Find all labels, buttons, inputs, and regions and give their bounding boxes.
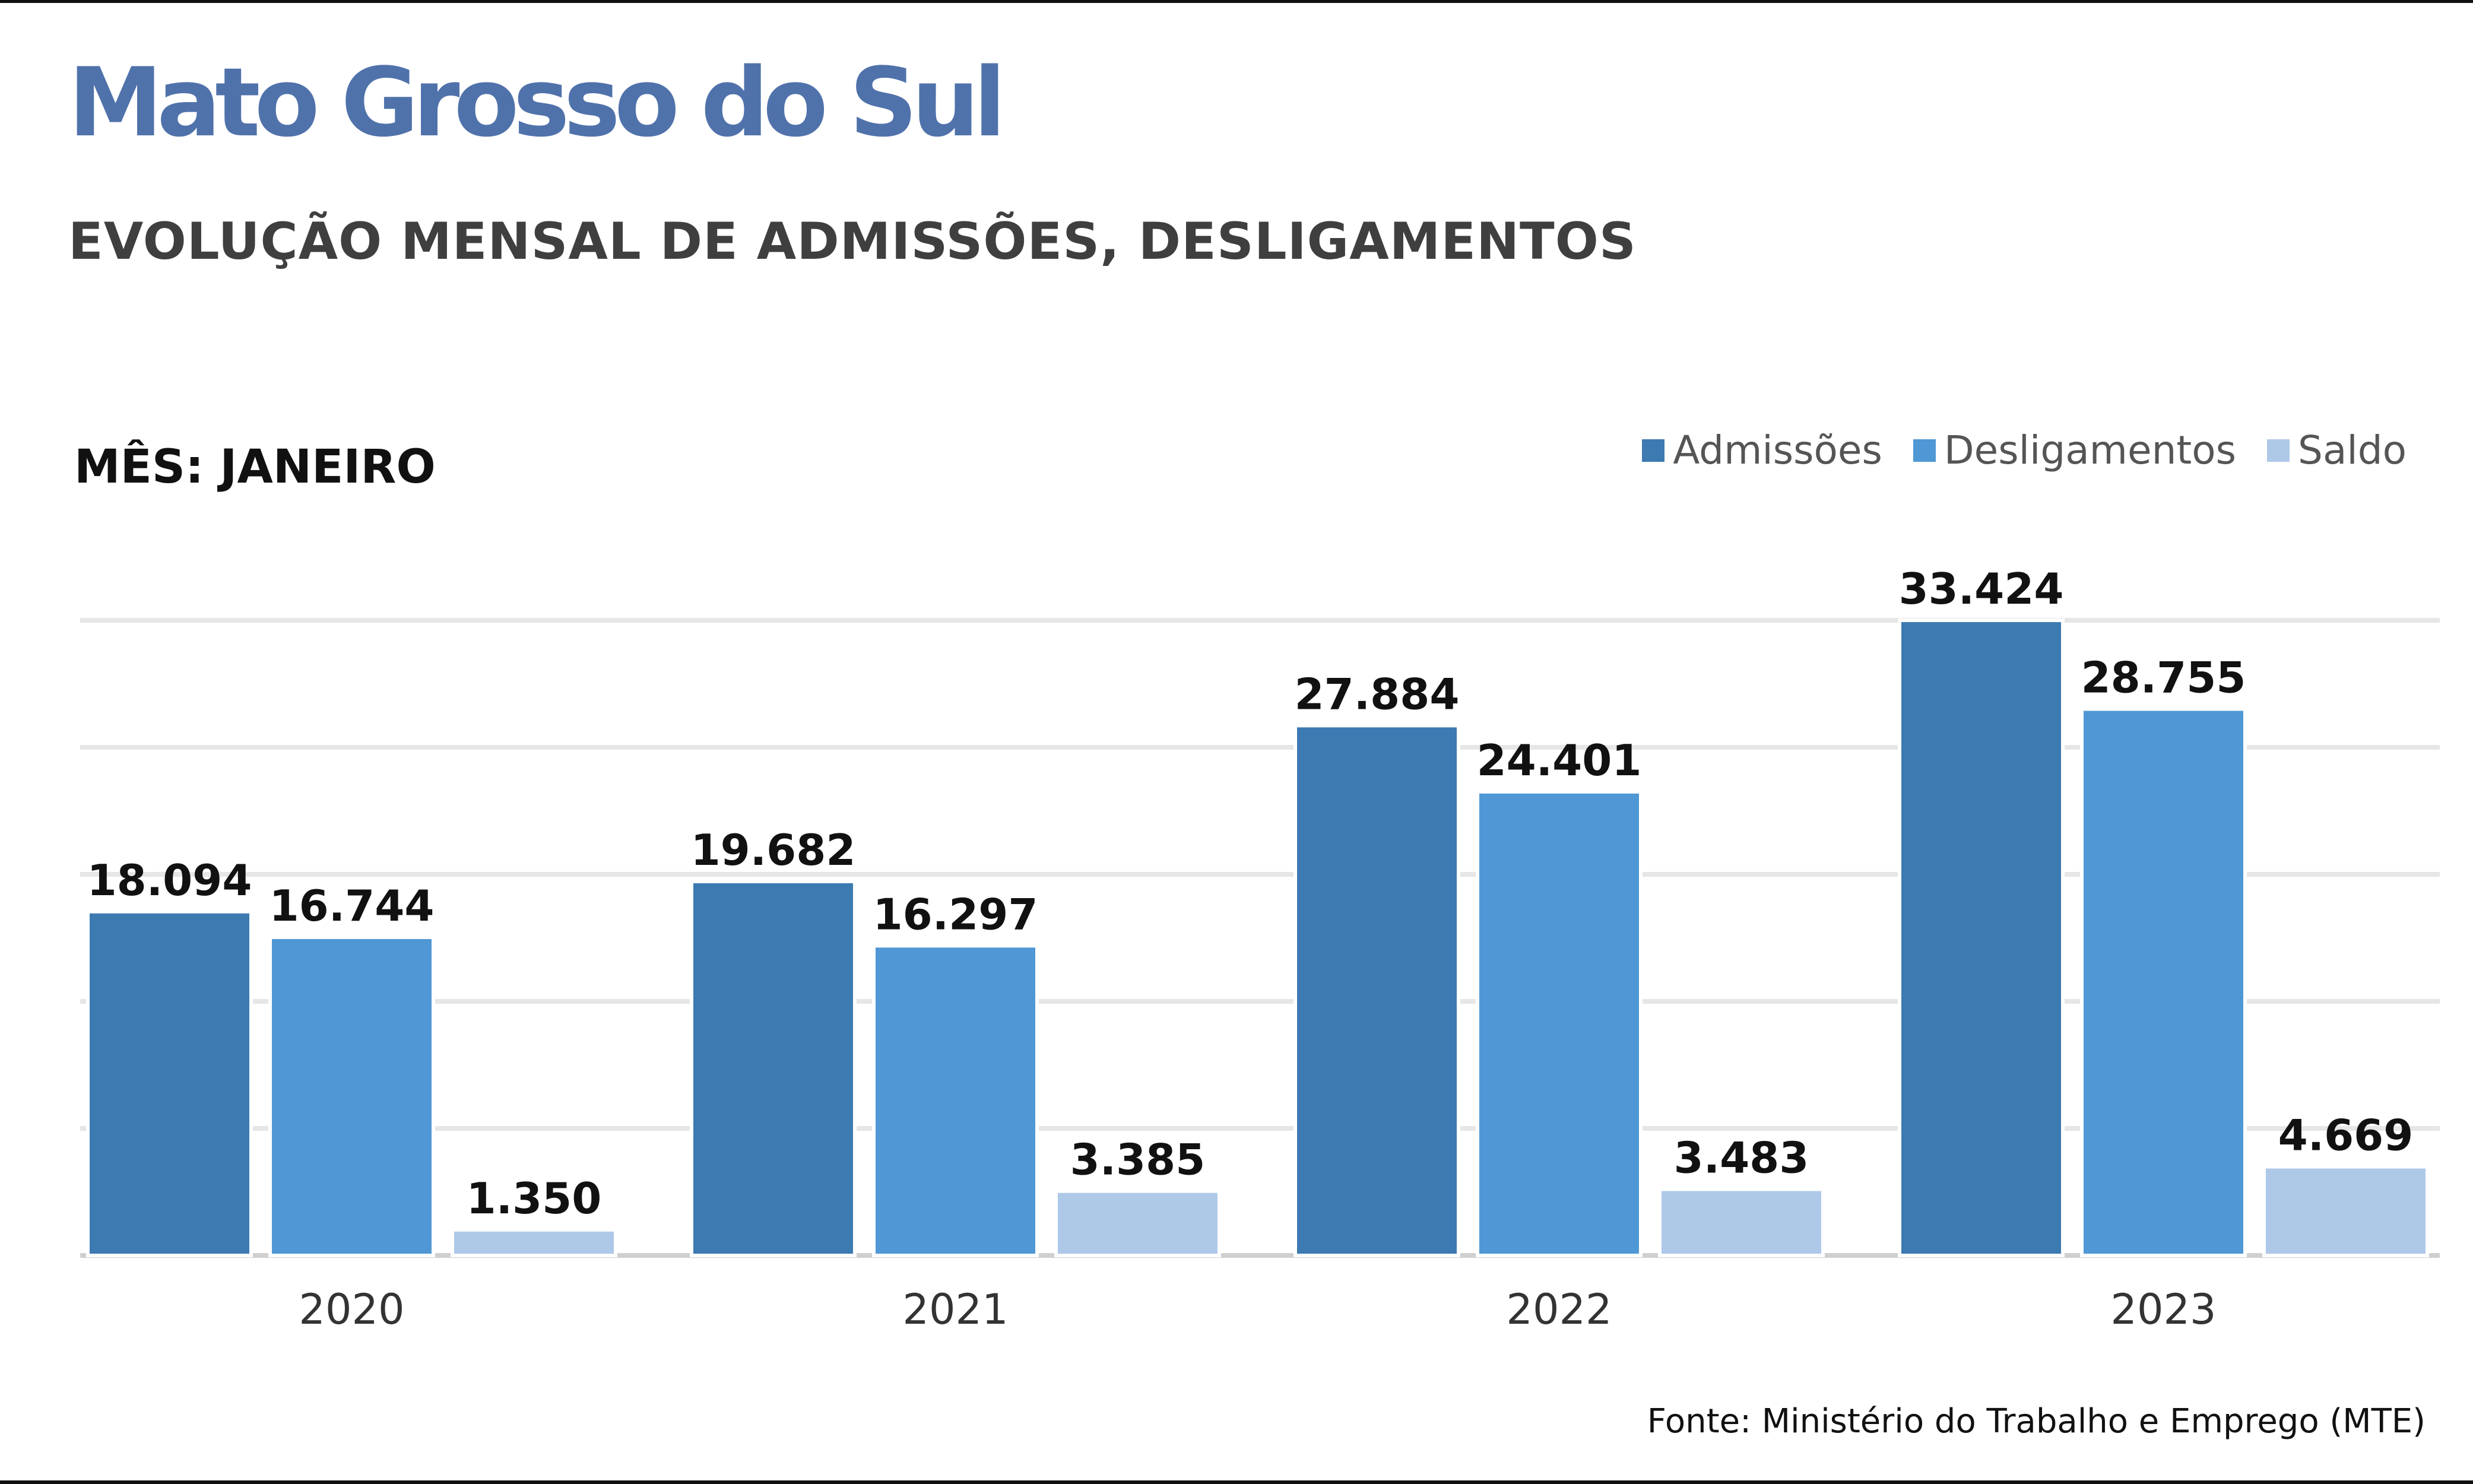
bar-admissões-2020 [86,909,253,1258]
chart-subtitle: EVOLUÇÃO MENSAL DE ADMISSÕES, DESLIGAMEN… [68,212,1637,271]
legend-item-admissoes: Admissões [1642,427,1882,473]
data-label-saldo-2022: 3.483 [1674,1133,1809,1182]
bar-desligamentos-2021 [872,944,1039,1258]
bar-admissões-2023 [1898,619,2065,1257]
bar-admissões-2022 [1293,724,1460,1257]
legend-label-admissoes: Admissões [1673,427,1882,473]
legend-swatch-desligamentos [1913,439,1936,462]
chart-title: Mato Grosso do Sul [68,47,1006,158]
bar-saldo-2022 [1658,1187,1825,1258]
month-label: MÊS: JANEIRO [74,440,436,494]
data-label-desligamentos-2021: 16.297 [873,889,1038,939]
legend-item-desligamentos: Desligamentos [1913,427,2236,473]
bar-admissões-2021 [690,879,857,1257]
data-label-desligamentos-2020: 16.744 [270,881,435,931]
data-label-admissões-2023: 33.424 [1899,564,2064,614]
legend-label-saldo: Saldo [2298,427,2407,473]
data-label-admissões-2021: 19.682 [691,825,856,875]
legend-swatch-admissoes [1642,439,1665,462]
data-label-admissões-2022: 27.884 [1295,669,1460,719]
data-label-admissões-2020: 18.094 [87,855,252,905]
legend: Admissões Desligamentos Saldo [1642,427,2407,473]
bottom-border [0,1480,2473,1484]
x-tick-label-2023: 2023 [2110,1285,2216,1334]
source-note: Fonte: Ministério do Trabalho e Emprego … [1647,1402,2426,1441]
bar-desligamentos-2020 [268,935,435,1257]
legend-label-desligamentos: Desligamentos [1943,427,2237,473]
bar-desligamentos-2023 [2080,707,2247,1258]
data-label-desligamentos-2023: 28.755 [2081,652,2246,702]
x-tick-label-2022: 2022 [1506,1285,1612,1334]
data-label-saldo-2021: 3.385 [1070,1135,1206,1185]
legend-item-saldo: Saldo [2267,427,2407,473]
bar-desligamentos-2022 [1476,789,1643,1258]
bar-saldo-2021 [1054,1189,1221,1257]
bar-saldo-2023 [2262,1165,2429,1257]
legend-swatch-saldo [2267,439,2290,462]
x-tick-label-2020: 2020 [299,1285,404,1334]
x-tick-label-2021: 2021 [902,1285,1008,1334]
data-label-saldo-2023: 4.669 [2278,1111,2414,1160]
data-label-saldo-2020: 1.350 [467,1174,602,1223]
top-border [0,0,2473,3]
data-label-desligamentos-2022: 24.401 [1477,735,1642,785]
bar-saldo-2020 [451,1228,617,1257]
